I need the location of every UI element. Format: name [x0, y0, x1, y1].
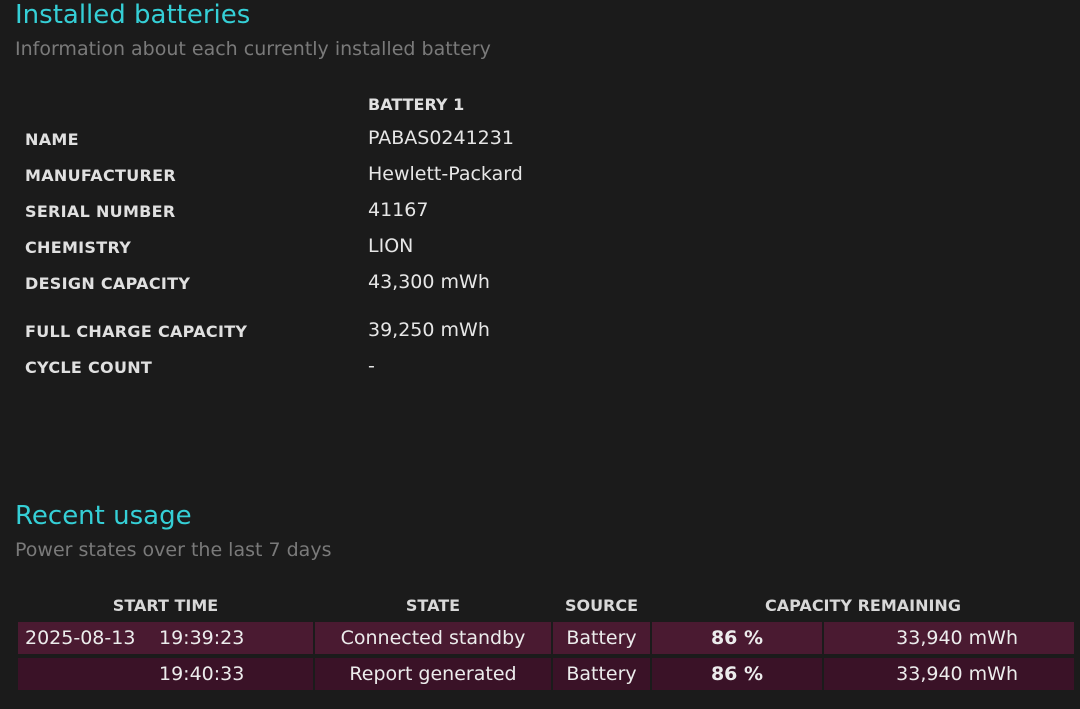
full-charge-capacity-label: FULL CHARGE CAPACITY	[25, 322, 248, 341]
chemistry-value: LION	[368, 235, 414, 257]
header-state: STATE	[405, 596, 461, 615]
battery-1-header: BATTERY 1	[368, 95, 465, 114]
name-label: NAME	[25, 130, 79, 149]
name-value: PABAS0241231	[368, 127, 514, 149]
start-time-cell: 2025-08-13 19:39:23	[18, 622, 313, 654]
installed-batteries-title: Installed batteries	[15, 0, 251, 30]
header-source: SOURCE	[564, 596, 639, 615]
state-cell: Connected standby	[315, 622, 551, 654]
percent-cell: 86 %	[652, 658, 822, 690]
full-charge-capacity-value: 39,250 mWh	[368, 319, 490, 341]
header-capacity-remaining: CAPACITY REMAINING	[765, 596, 961, 615]
source-cell: Battery	[553, 622, 650, 654]
chemistry-label: CHEMISTRY	[25, 238, 132, 257]
design-capacity-label: DESIGN CAPACITY	[25, 274, 191, 293]
cycle-count-label: CYCLE COUNT	[25, 358, 153, 377]
state-cell: Report generated	[315, 658, 551, 690]
start-time-cell: 19:40:33	[18, 658, 313, 690]
recent-usage-subtitle: Power states over the last 7 days	[15, 539, 332, 561]
time: 19:39:23	[159, 627, 245, 649]
mwh-cell: 33,940 mWh	[824, 658, 1074, 690]
source-cell: Battery	[553, 658, 650, 690]
serial-number-label: SERIAL NUMBER	[25, 202, 176, 221]
header-start-time: START TIME	[112, 596, 219, 615]
percent-cell: 86 %	[652, 622, 822, 654]
installed-batteries-subtitle: Information about each currently install…	[15, 38, 491, 60]
time: 19:40:33	[159, 663, 245, 685]
date: 2025-08-13	[25, 627, 136, 649]
mwh-cell: 33,940 mWh	[824, 622, 1074, 654]
manufacturer-label: MANUFACTURER	[25, 166, 176, 185]
cycle-count-value: -	[368, 355, 375, 377]
design-capacity-value: 43,300 mWh	[368, 271, 490, 293]
recent-usage-title: Recent usage	[15, 501, 192, 531]
manufacturer-value: Hewlett-Packard	[368, 163, 523, 185]
serial-number-value: 41167	[368, 199, 429, 221]
